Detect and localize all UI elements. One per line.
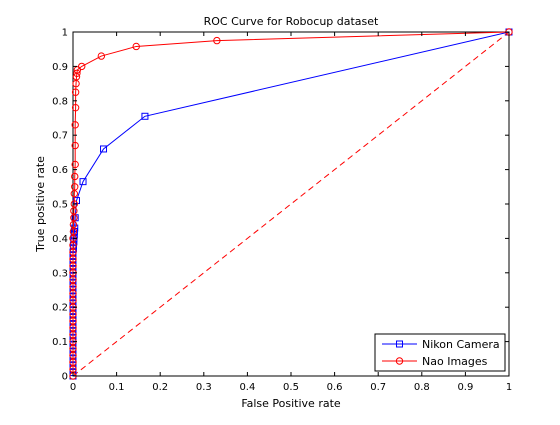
x-tick-label: 0.8 bbox=[414, 382, 430, 393]
y-tick-label: 0.9 bbox=[52, 62, 68, 73]
y-axis-label: True positive rate bbox=[34, 156, 47, 253]
y-tick-label: 0.6 bbox=[52, 165, 68, 176]
data-point-nao-images bbox=[71, 172, 79, 181]
data-point-nao-images bbox=[71, 183, 79, 191]
y-tick-label: 0.2 bbox=[52, 303, 68, 314]
legend-marker-nao-images bbox=[395, 357, 404, 365]
data-point-nao-images bbox=[71, 141, 79, 150]
x-tick-label: 0.4 bbox=[239, 382, 255, 393]
data-point-nao-images bbox=[71, 88, 80, 96]
series-diagonal bbox=[72, 31, 510, 377]
legend-marker-nikon-camera bbox=[396, 340, 403, 348]
legend: Nikon Camera Nao Images bbox=[374, 333, 506, 372]
y-tick-label: 0.5 bbox=[52, 200, 68, 211]
series-line-diagonal bbox=[72, 31, 510, 377]
y-tick-label: 0.4 bbox=[52, 234, 68, 245]
y-tick-label: 0.3 bbox=[52, 268, 68, 279]
data-point-nao-images bbox=[71, 121, 79, 129]
data-point-nikon-camera bbox=[79, 178, 87, 186]
data-point-nikon-camera bbox=[71, 224, 79, 232]
y-tick-label: 0.1 bbox=[52, 337, 68, 348]
legend-box bbox=[374, 333, 506, 372]
y-tick-label: 0.7 bbox=[52, 131, 68, 142]
x-tick-label: 0.5 bbox=[283, 382, 299, 393]
series-nao-images bbox=[69, 28, 513, 380]
x-tick-label: 0.9 bbox=[457, 382, 473, 393]
data-point-nao-images bbox=[132, 42, 140, 51]
data-point-nao-images bbox=[72, 79, 80, 88]
data-point-nao-images bbox=[71, 160, 79, 169]
data-point-nao-images bbox=[69, 220, 78, 229]
x-tick-label: 1 bbox=[506, 382, 512, 393]
data-point-nao-images bbox=[73, 69, 81, 77]
chart-title: ROC Curve for Robocup dataset bbox=[204, 15, 379, 28]
data-point-nao-images bbox=[71, 103, 80, 112]
y-tick-label: 0.8 bbox=[52, 96, 68, 107]
y-tick-label: 0 bbox=[62, 372, 68, 383]
x-tick-label: 0.6 bbox=[327, 382, 343, 393]
data-point-nao-images bbox=[78, 62, 86, 71]
y-tick-label: 1 bbox=[62, 28, 68, 39]
data-point-nao-images bbox=[213, 36, 221, 45]
x-axis-label: False Positive rate bbox=[241, 397, 341, 410]
data-point-nikon-camera bbox=[141, 112, 149, 120]
x-tick-label: 0 bbox=[70, 382, 76, 393]
legend-label-nao-images: Nao Images bbox=[422, 355, 488, 368]
data-point-nao-images bbox=[70, 189, 79, 198]
legend-label-nikon-camera: Nikon Camera bbox=[422, 338, 500, 351]
data-point-nao-images bbox=[70, 207, 78, 215]
axis-layer: 0 0.1 0.2 0.3 0.4 0.5 0.6 0.7 0.8 0.9 1 0 0.1 0.2 0.3 0… bbox=[52, 28, 512, 394]
data-point-nikon-camera bbox=[100, 145, 108, 153]
data-point-nao-images bbox=[72, 73, 81, 81]
x-tick-label: 0.7 bbox=[370, 382, 386, 393]
x-tick-label: 0.2 bbox=[152, 382, 168, 393]
x-tick-label: 0.1 bbox=[109, 382, 125, 393]
x-tick-label: 0.3 bbox=[196, 382, 212, 393]
data-point-nao-images bbox=[97, 52, 106, 60]
data-point-nao-images bbox=[70, 200, 79, 208]
